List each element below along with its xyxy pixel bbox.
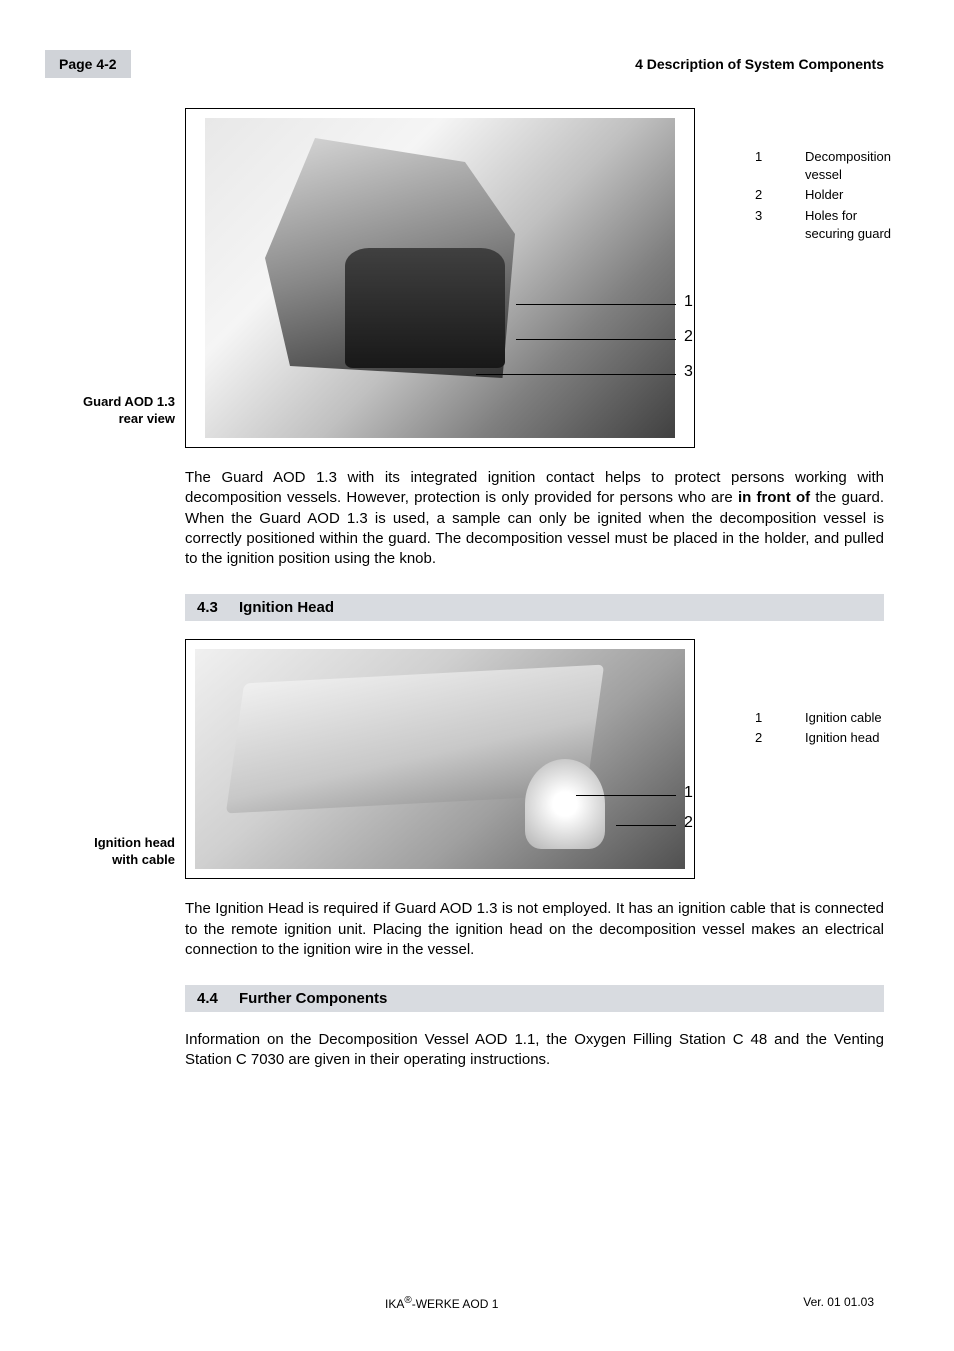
callout-number-1: 1	[684, 784, 693, 802]
legend-desc: Holder	[805, 186, 891, 204]
callout-line	[516, 339, 676, 340]
callout-line	[616, 825, 676, 826]
legend-num: 3	[755, 207, 805, 243]
section-number: 4.3	[197, 599, 239, 616]
figure2-margin-caption: Ignition head with cable	[45, 835, 175, 869]
legend-desc: Decomposition vessel	[805, 148, 891, 184]
section-title: Ignition Head	[239, 599, 334, 616]
para-bold: in front of	[738, 489, 810, 506]
caption-line: with cable	[112, 852, 175, 867]
legend-num: 2	[755, 186, 805, 204]
footer-right: Ver. 01 01.03	[803, 1295, 874, 1311]
legend-row: 1 Decomposition vessel	[755, 148, 891, 184]
figure2-photo	[195, 649, 685, 869]
chapter-title: 4 Description of System Components	[635, 56, 884, 72]
page-header: Page 4-2 4 Description of System Compone…	[45, 50, 884, 78]
page-footer: IKA®-WERKE AOD 1 Ver. 01 01.03	[45, 1295, 884, 1311]
legend-desc: Ignition cable	[805, 709, 882, 727]
paragraph-guard-description: The Guard AOD 1.3 with its integrated ig…	[185, 468, 884, 569]
legend-num: 1	[755, 709, 805, 727]
paragraph-further-components: Information on the Decomposition Vessel …	[185, 1030, 884, 1071]
callout-number-2: 2	[684, 328, 693, 346]
figure2-legend: 1 Ignition cable 2 Ignition head	[755, 709, 882, 749]
figure1-photo	[205, 118, 675, 438]
legend-row: 3 Holes for securing guard	[755, 207, 891, 243]
footer-sup: ®	[404, 1295, 411, 1306]
legend-num: 1	[755, 148, 805, 184]
footer-text: -WERKE AOD 1	[412, 1297, 499, 1311]
section-number: 4.4	[197, 990, 239, 1007]
section-heading-4-3: 4.3 Ignition Head	[185, 594, 884, 621]
caption-line: Ignition head	[94, 835, 175, 850]
caption-line: Guard AOD 1.3	[83, 394, 175, 409]
figure1-margin-caption: Guard AOD 1.3 rear view	[45, 394, 175, 428]
legend-desc: Ignition head	[805, 729, 882, 747]
callout-number-1: 1	[684, 293, 693, 311]
footer-text: IKA	[385, 1297, 404, 1311]
legend-num: 2	[755, 729, 805, 747]
figure1-box: 1 2 3	[185, 108, 695, 448]
callout-line	[576, 795, 676, 796]
figure-ignition-head: 1 2 1 Ignition cable 2 Ignition head Ign…	[185, 639, 884, 879]
figure1-legend: 1 Decomposition vessel 2 Holder 3 Holes …	[755, 148, 891, 245]
section-title: Further Components	[239, 990, 387, 1007]
legend-row: 2 Holder	[755, 186, 891, 204]
callout-number-2: 2	[684, 814, 693, 832]
page-number-tab: Page 4-2	[45, 50, 131, 78]
section-heading-4-4: 4.4 Further Components	[185, 985, 884, 1012]
legend-row: 2 Ignition head	[755, 729, 882, 747]
figure-guard-aod: 1 2 3 1 Decomposition vessel 2 Holder 3 …	[185, 108, 884, 448]
callout-line	[516, 304, 676, 305]
figure2-box: 1 2	[185, 639, 695, 879]
callout-number-3: 3	[684, 363, 693, 381]
caption-line: rear view	[119, 411, 175, 426]
legend-row: 1 Ignition cable	[755, 709, 882, 727]
callout-line	[476, 374, 676, 375]
legend-desc: Holes for securing guard	[805, 207, 891, 243]
paragraph-ignition-head: The Ignition Head is required if Guard A…	[185, 899, 884, 960]
footer-left: IKA®-WERKE AOD 1	[385, 1295, 498, 1311]
